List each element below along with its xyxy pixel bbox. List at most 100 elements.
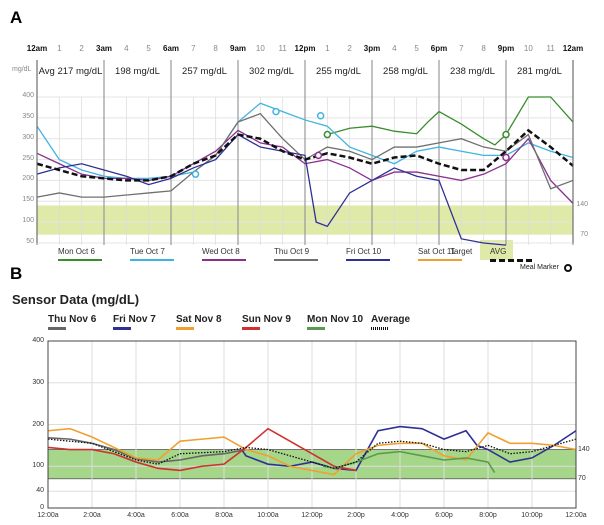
x-tick-label: 4:00p <box>391 512 409 519</box>
legend-label: Wed Oct 8 <box>202 247 240 256</box>
legend-item-4: Fri Oct 10 <box>346 247 401 261</box>
legend-swatch <box>48 327 66 330</box>
y-tick-label: 100 <box>22 217 34 225</box>
hour-label: 11 <box>546 44 555 53</box>
period-average: 281 mg/dL <box>517 66 562 77</box>
legend-item-3: Thu Oct 9 <box>274 247 329 261</box>
legend-swatch <box>274 259 318 261</box>
period-average: 258 mg/dL <box>383 66 428 77</box>
meal-marker <box>316 112 325 120</box>
hour-label: 9pm <box>497 44 515 53</box>
legend-swatch <box>307 327 325 330</box>
legend-label: Average <box>371 314 411 325</box>
x-tick-label: 6:00a <box>171 512 189 519</box>
y-tick-label: 0 <box>40 504 44 511</box>
legend-item-1: Tue Oct 7 <box>130 247 185 261</box>
hour-label: 12pm <box>294 44 316 53</box>
series-line-fri-nov-7 <box>240 425 577 472</box>
target-high-label: 140 <box>576 201 588 209</box>
series-line-wed-oct-8 <box>36 129 574 204</box>
meal-marker-icon <box>564 264 572 272</box>
legend-swatch <box>130 259 174 261</box>
x-tick-label: 2:00a <box>83 512 101 519</box>
hour-label: 12am <box>26 44 48 53</box>
meal-marker <box>502 153 510 162</box>
y-tick-label: 300 <box>32 378 44 386</box>
x-tick-label: 2:00p <box>347 512 365 519</box>
plot-frame <box>47 340 577 509</box>
y-tick-label: 200 <box>32 420 44 428</box>
x-tick-label: 12:00a <box>37 512 59 519</box>
legend-label: Mon Oct 6 <box>58 247 95 256</box>
hour-label: 2 <box>347 44 352 53</box>
hour-label: 12am <box>562 44 584 53</box>
legend-label: Thu Nov 6 <box>48 314 97 325</box>
meal-marker-legend-label: Meal Marker <box>520 264 559 271</box>
x-tick-label: 10:00p <box>521 512 543 519</box>
y-tick-label: 200 <box>22 175 34 183</box>
target-low-label: 70 <box>580 230 588 238</box>
x-tick-label: 8:00a <box>215 512 233 519</box>
legend-label: Tue Oct 7 <box>130 247 165 256</box>
panel-b-label: B <box>10 264 23 283</box>
legend-label: Mon Nov 10 <box>307 314 364 325</box>
y-tick-label: 100 <box>32 462 44 470</box>
x-tick-label: 10:00a <box>257 512 279 519</box>
chart-b-title: Sensor Data (mg/dL) <box>12 292 140 307</box>
panel-a-label: A <box>10 8 23 27</box>
hour-label: 9am <box>229 44 247 53</box>
legend-item-4: Mon Nov 10 <box>307 314 364 330</box>
series-line-average <box>47 438 577 470</box>
period-average: 255 mg/dL <box>316 66 361 77</box>
meal-marker <box>502 130 510 139</box>
hour-label: 7 <box>459 44 464 53</box>
period-average: 257 mg/dL <box>182 66 227 77</box>
target-legend-label: Target <box>450 247 473 256</box>
hour-label: 2 <box>79 44 84 53</box>
legend-label: Sun Nov 9 <box>242 314 291 325</box>
y-tick-label: 400 <box>22 92 34 99</box>
hour-label: 6pm <box>430 44 448 53</box>
hour-label: 8 <box>213 44 218 53</box>
legend-item-5: Sat Oct 11 <box>418 247 473 261</box>
legend-label: Fri Nov 7 <box>113 314 156 325</box>
legend-swatch <box>242 327 260 330</box>
meal-marker <box>191 170 200 178</box>
target-high-label: 140 <box>578 445 590 453</box>
period-average: 302 mg/dL <box>249 66 294 77</box>
x-tick-label: 12:00p <box>301 512 323 519</box>
legend-swatch <box>176 327 194 330</box>
hour-label: 6am <box>162 44 180 53</box>
legend-swatch <box>58 259 102 261</box>
hour-label: 11 <box>278 44 287 53</box>
legend-item-0: Mon Oct 6 <box>58 247 113 261</box>
legend-item-5: Average <box>371 314 411 330</box>
hour-label: 5 <box>146 44 151 53</box>
legend-label: Sat Oct 11 <box>418 247 456 256</box>
hour-label: 1 <box>325 44 330 53</box>
meal-marker <box>272 107 280 116</box>
hour-label: 1 <box>57 44 62 53</box>
legend-label: Fri Oct 10 <box>346 247 382 256</box>
legend-swatch <box>418 259 462 261</box>
legend-label: Thu Oct 9 <box>274 247 310 256</box>
legend-label: Sat Nov 8 <box>176 314 222 325</box>
legend-item-0: Thu Nov 6 <box>48 314 97 330</box>
y-tick-label: 150 <box>22 196 34 204</box>
meal-marker <box>323 130 332 139</box>
period-average: 198 mg/dL <box>115 66 160 77</box>
legend-swatch <box>371 327 389 330</box>
y-tick-label: 400 <box>32 337 44 344</box>
legend-item-2: Sat Nov 8 <box>176 314 222 330</box>
legend-item-6: AVG <box>490 247 545 262</box>
hour-label: 3pm <box>363 44 381 53</box>
hour-label: 5 <box>414 44 419 53</box>
hour-label: 8 <box>481 44 486 53</box>
y-unit-label: mg/dL <box>12 66 32 73</box>
hour-label: 10 <box>523 44 533 53</box>
hour-label: 3am <box>95 44 113 53</box>
legend-swatch <box>113 327 131 330</box>
legend-item-2: Wed Oct 8 <box>202 247 257 261</box>
meal-marker <box>314 151 323 160</box>
